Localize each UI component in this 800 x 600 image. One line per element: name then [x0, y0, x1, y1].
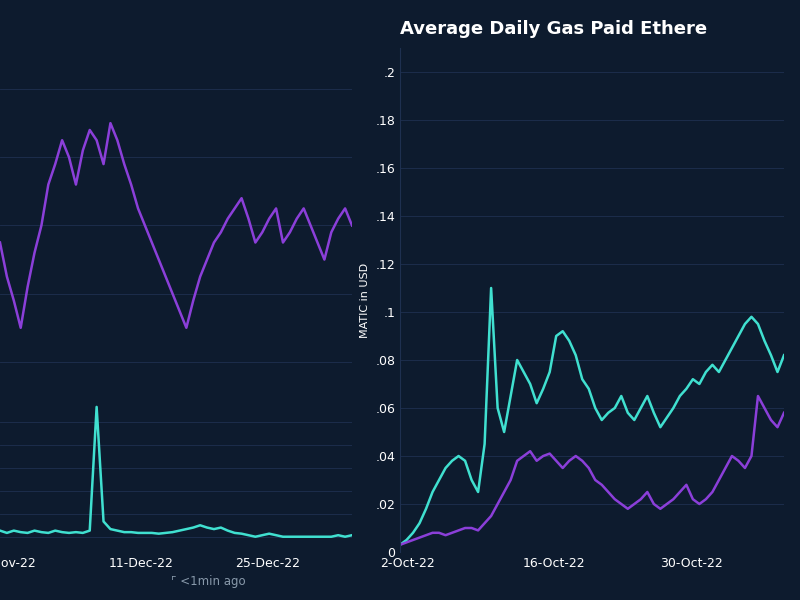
Y-axis label: MATIC in USD: MATIC in USD	[359, 262, 370, 338]
Text: Average Daily Gas Paid Ethere: Average Daily Gas Paid Ethere	[400, 20, 707, 38]
Text: ⌜ <1min ago: ⌜ <1min ago	[170, 575, 246, 588]
